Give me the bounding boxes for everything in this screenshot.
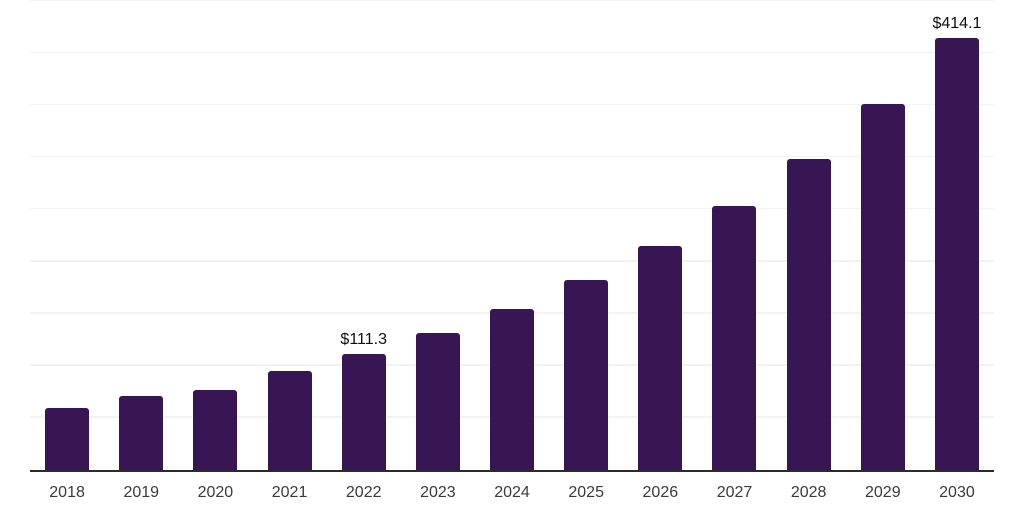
x-tick-label-2028: 2028 (790, 484, 827, 501)
x-tick-label-2022: 2022 (345, 484, 382, 501)
bar-2025 (564, 280, 609, 470)
bar-cell-2026 (623, 0, 697, 470)
data-label-2022: $111.3 (340, 331, 387, 349)
gridline-300 (30, 155, 994, 158)
gridline-450 (30, 0, 994, 2)
bar-2030: $414.1 (932, 15, 981, 470)
bar-2023 (415, 333, 460, 470)
bar-2027 (712, 206, 757, 470)
x-tick-label-2023: 2023 (420, 484, 456, 501)
bar-cell-2018 (30, 0, 104, 470)
bar-cell-2021 (252, 0, 326, 470)
gridline-350 (30, 103, 994, 106)
bar-cell-2019 (104, 0, 178, 470)
x-tick-label-2024: 2024 (494, 484, 530, 501)
x-tick-label-2026: 2026 (642, 484, 679, 501)
bar-2026 (638, 246, 683, 470)
bar-cell-2029 (846, 0, 920, 470)
bar-cell-2023 (401, 0, 475, 470)
x-tick-label-2021: 2021 (271, 484, 308, 501)
gridline-200 (30, 260, 994, 262)
bar-2022: $111.3 (340, 331, 387, 470)
x-tick-label-2018: 2018 (49, 484, 85, 501)
gridline-400 (30, 51, 994, 54)
bar-cell-2030: $414.1 (920, 0, 994, 470)
bar-2028 (786, 159, 831, 470)
bar-2018 (45, 408, 90, 470)
bar-series: $111.3 $414.1 (30, 0, 994, 470)
bar-2020 (193, 389, 238, 470)
x-tick-label-2030: 2030 (939, 484, 975, 501)
x-tick-label-2029: 2029 (865, 484, 901, 501)
bar-cell-2028 (772, 0, 846, 470)
bar-2024 (490, 308, 535, 470)
bar-cell-2024 (475, 0, 549, 470)
bar-2029 (860, 103, 905, 470)
plot-area: $111.3 $414.1 (30, 0, 994, 472)
x-axis-tick-labels: 2018 2019 2020 2021 2022 2023 2024 2025 2026 2027… (30, 483, 994, 502)
gridline-250 (30, 207, 994, 210)
x-tick-label-2025: 2025 (568, 484, 604, 501)
bar-cell-2025 (549, 0, 623, 470)
x-tick-label-2020: 2020 (197, 484, 234, 501)
bar-cell-2020 (178, 0, 252, 470)
x-tick-label-2019: 2019 (123, 484, 160, 501)
data-label-2030: $414.1 (932, 15, 982, 33)
bar-2021 (267, 370, 312, 470)
bar-cell-2027 (697, 0, 771, 470)
x-tick-label-2027: 2027 (716, 484, 753, 501)
bar-cell-2022: $111.3 (327, 0, 401, 470)
bar-2019 (119, 396, 164, 470)
